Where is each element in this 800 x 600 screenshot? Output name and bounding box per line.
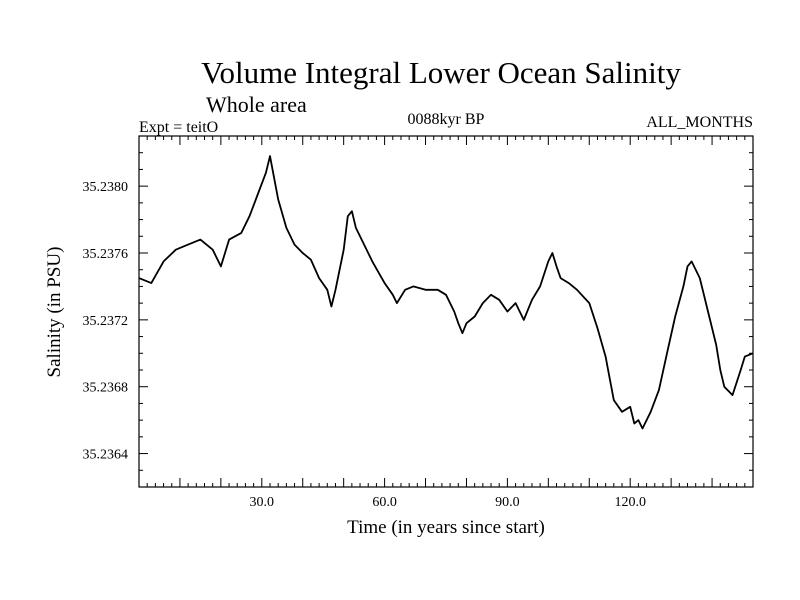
months-label: ALL_MONTHS: [646, 114, 753, 131]
chart-subtitle: Whole area: [206, 92, 307, 117]
experiment-label: Expt = teitO: [139, 119, 218, 136]
plot-frame: [138, 135, 754, 488]
x-tick-label: 30.0: [250, 495, 275, 510]
salinity-series-line: [138, 155, 754, 430]
y-tick-label: 35.2380: [83, 180, 129, 195]
x-axis: 30.0 60.0 90.0 120.0: [146, 136, 746, 510]
y-axis-label: Salinity (in PSU): [44, 247, 65, 378]
x-tick-label: 60.0: [372, 495, 397, 510]
x-axis-label: Time (in years since start): [347, 517, 545, 538]
x-tick-label: 120.0: [614, 495, 646, 510]
y-tick-label: 35.2376: [83, 247, 129, 262]
y-tick-label: 35.2372: [83, 314, 129, 329]
period-label: 0088kyr BP: [408, 111, 485, 128]
x-tick-label: 90.0: [495, 495, 520, 510]
y-tick-label: 35.2364: [83, 448, 129, 463]
chart-title: Volume Integral Lower Ocean Salinity: [201, 55, 681, 90]
y-tick-label: 35.2368: [83, 381, 129, 396]
y-axis: 35.2364 35.2368 35.2372 35.2376 35.2380: [83, 152, 753, 471]
